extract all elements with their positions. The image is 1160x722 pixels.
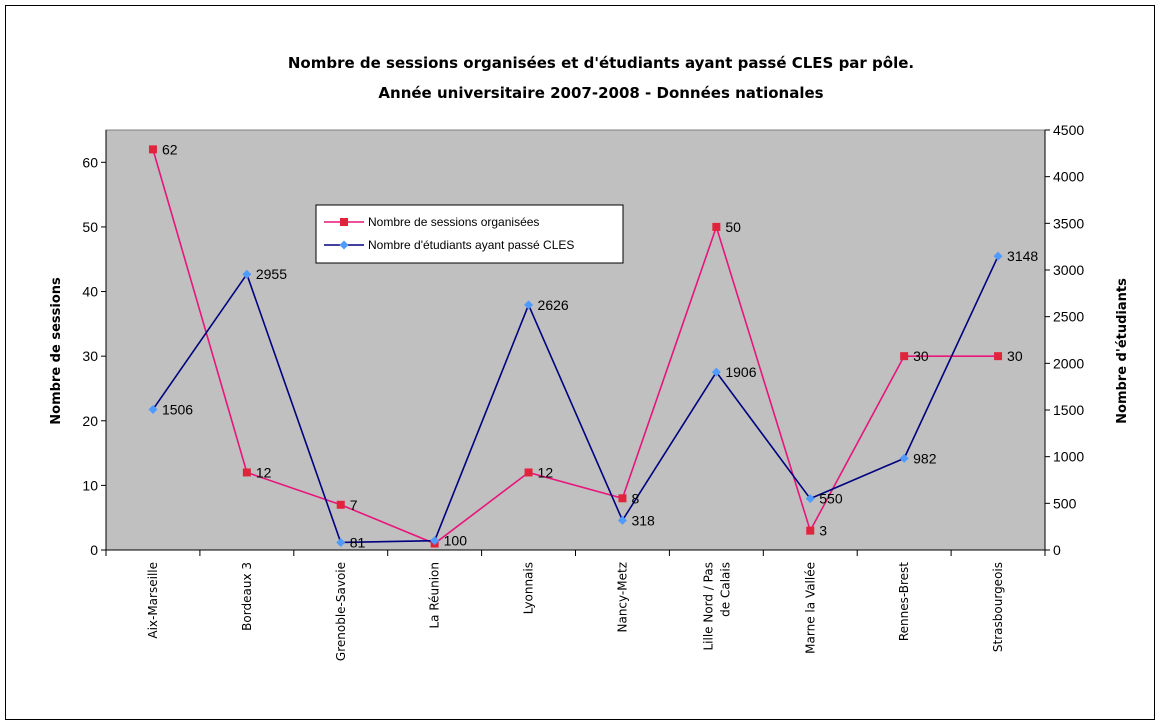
series-line-1 xyxy=(152,149,999,545)
x-tick-label: Aix-Marseille xyxy=(146,562,160,639)
series-layer xyxy=(148,145,1003,548)
y-right-tick-label: 2000 xyxy=(1053,355,1084,371)
sessions-point xyxy=(524,468,533,477)
y-left-tick-label: 60 xyxy=(82,154,98,170)
x-tick-label: Marne la Vallée xyxy=(803,562,817,654)
y-right-tick-label: 4000 xyxy=(1053,169,1084,185)
sessions-point xyxy=(994,352,1003,361)
y-right-tick-label: 0 xyxy=(1053,542,1061,558)
sessions-data-label: 50 xyxy=(725,219,741,235)
chart-frame: Nombre de sessions organisées et d'étudi… xyxy=(5,5,1155,720)
legend: Nombre de sessions organisées Nombre d'ét… xyxy=(315,204,624,264)
sessions-point xyxy=(618,494,627,503)
students-point xyxy=(148,404,158,414)
legend-marker xyxy=(340,218,348,226)
plot-area xyxy=(105,129,1046,551)
students-point xyxy=(805,494,815,504)
students-point xyxy=(617,515,627,525)
students-data-label: 1906 xyxy=(725,364,756,380)
sessions-data-label: 30 xyxy=(1007,348,1023,364)
y-left-tick-label: 50 xyxy=(82,219,98,235)
x-tick-label: Grenoble-Savoie xyxy=(334,562,348,661)
sessions-data-label: 7 xyxy=(350,497,358,513)
y-right-tick-label: 3500 xyxy=(1053,215,1084,231)
x-tick-label: Lyonnais xyxy=(522,562,536,614)
sessions-point xyxy=(712,222,721,231)
students-data-label: 318 xyxy=(631,512,655,528)
x-tick-label: Bordeaux 3 xyxy=(240,562,254,631)
students-point xyxy=(993,251,1003,261)
y-left-tick-label: 30 xyxy=(82,348,98,364)
y-axis-right-title: Nombre d'étudiants xyxy=(1115,278,1130,424)
students-point xyxy=(430,536,440,546)
y-axis-left-title: Nombre de sessions xyxy=(49,277,64,425)
students-data-label: 1506 xyxy=(162,401,193,417)
x-tick-label: La Réunion xyxy=(428,562,442,629)
sessions-point xyxy=(242,468,251,477)
sessions-point xyxy=(148,145,157,154)
chart: Nombre de sessions organisées et d'étudi… xyxy=(49,54,1130,661)
y-left-tick-label: 10 xyxy=(82,477,98,493)
sessions-data-label: 30 xyxy=(913,348,929,364)
axes: 0102030405060050010001500200025003000350… xyxy=(82,122,1084,661)
students-data-label: 100 xyxy=(444,533,468,549)
sessions-data-label: 12 xyxy=(538,464,554,480)
sessions-data-label: 62 xyxy=(162,141,178,157)
chart-title: Nombre de sessions organisées et d'étudi… xyxy=(288,54,914,72)
y-right-tick-label: 1000 xyxy=(1053,449,1084,465)
students-point xyxy=(336,537,346,547)
chart-subtitle: Année universitaire 2007-2008 - Données … xyxy=(378,84,823,102)
students-point xyxy=(899,453,909,463)
data-labels: 62 12 7 12 8 50 3 30 30 1506 2955 81 100 2626 318 1906 5… xyxy=(162,141,1038,550)
x-tick-label: Nancy-Metz xyxy=(615,562,629,633)
series-line-2 xyxy=(152,255,999,544)
x-tick-label: Rennes-Brest xyxy=(897,562,911,641)
sessions-point xyxy=(806,526,815,535)
y-right-tick-label: 2500 xyxy=(1053,309,1084,325)
legend-label: Nombre de sessions organisées xyxy=(368,215,539,229)
students-data-label: 982 xyxy=(913,450,937,466)
legend-box xyxy=(315,204,624,264)
legend-marker xyxy=(339,240,349,250)
students-data-label: 2626 xyxy=(538,297,569,313)
x-tick-label: Lille Nord / Pas de Calais xyxy=(701,562,732,651)
students-point xyxy=(711,367,721,377)
y-left-tick-label: 20 xyxy=(82,413,98,429)
students-data-label: 2955 xyxy=(256,266,287,282)
y-right-tick-label: 1500 xyxy=(1053,402,1084,418)
students-point xyxy=(524,300,534,310)
legend-label: Nombre d'étudiants ayant passé CLES xyxy=(368,238,574,252)
sessions-point xyxy=(900,352,909,361)
sessions-data-label: 12 xyxy=(256,464,272,480)
students-point xyxy=(242,269,252,279)
students-data-label: 3148 xyxy=(1007,248,1038,264)
y-right-tick-label: 4500 xyxy=(1053,122,1084,138)
sessions-data-label: 3 xyxy=(819,523,827,539)
y-left-tick-label: 40 xyxy=(82,284,98,300)
sessions-data-label: 8 xyxy=(631,490,639,506)
students-data-label: 81 xyxy=(350,534,366,550)
x-tick-label: Strasbourgeois xyxy=(991,562,1005,652)
y-right-tick-label: 3000 xyxy=(1053,262,1084,278)
sessions-point xyxy=(336,500,345,509)
y-right-tick-label: 500 xyxy=(1053,495,1077,511)
students-data-label: 550 xyxy=(819,491,843,507)
y-left-tick-label: 0 xyxy=(90,542,98,558)
